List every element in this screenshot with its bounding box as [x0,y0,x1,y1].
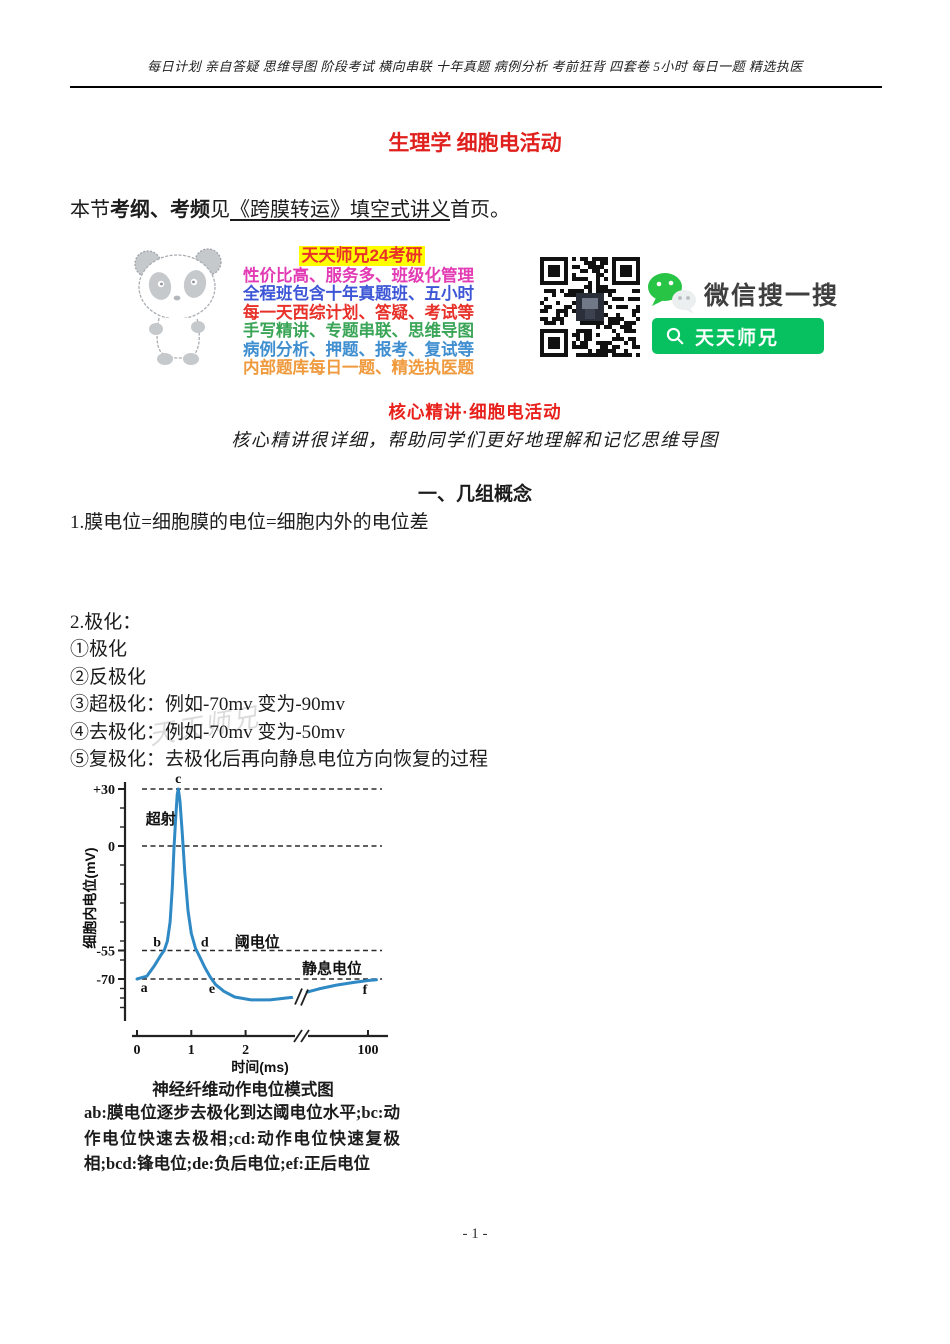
promo-line: 每一天西综计划、答疑、考试等 [243,303,474,322]
promo-block: 天天师兄24考研 性价比高、服务多、班级化管理 全程班包含十年真题班、五小时 每… [243,246,481,377]
svg-text:超射: 超射 [145,810,176,828]
header-slogan: 每日计划 亲自答疑 思维导图 阶段考试 横向串联 十年真题 病例分析 考前狂背 … [147,59,803,74]
wechat-search-button-label: 天天师兄 [695,327,780,349]
svg-text:a: a [141,981,148,996]
promo-badge-row: 天天师兄24考研 [243,246,481,267]
page-number: - 1 - [462,1226,488,1242]
svg-text:e: e [209,982,215,997]
core-section-heading: 核心精讲·细胞电活动 [388,402,562,422]
qr-code [540,257,640,357]
polarization-sub-item: ④去极化：例如-70mv 变为-50mv [70,721,345,743]
wechat-search-label: 微信搜一搜 [704,282,840,310]
svg-text:静息电位: 静息电位 [302,960,362,978]
svg-text:2: 2 [242,1043,249,1058]
svg-text:c: c [175,776,181,787]
intro-reference: 《跨膜转运》填空式讲义 [230,199,450,221]
intro-emphasis: 考纲、考频 [110,199,210,221]
doc-title: 生理学 细胞电活动 [388,131,562,155]
svg-text:-55: -55 [96,945,115,960]
promo-badge: 天天师兄24考研 [298,246,426,266]
promo-line: 全程班包含十年真题班、五小时 [243,285,474,304]
svg-text:细胞内电位(mV): 细胞内电位(mV) [82,847,98,948]
svg-text:阈电位: 阈电位 [235,933,280,951]
svg-text:d: d [201,936,209,951]
header-divider [70,86,882,88]
promo-line: 手写精讲、专题串联、思维导图 [243,322,474,341]
polarization-sub-item: ①极化 [70,639,128,661]
polarization-sub-item: ③超极化：例如-70mv 变为-90mv [70,694,345,716]
intro-pre: 本节 [70,199,110,221]
action-potential-chart: +30 0 -55 -70 0 1 2 100 时间(ms) 细胞内电位(mV) a b c d e f 超射阈… [82,776,388,1075]
promo-line: 内部题库每日一题、精选执医题 [243,359,474,378]
svg-text:时间(ms): 时间(ms) [231,1059,289,1075]
promo-line: 病例分析、押题、报考、复试等 [243,340,474,359]
promo-line: 性价比高、服务多、班级化管理 [243,267,474,285]
intro-post: 首页。 [450,199,510,221]
core-section-note: 核心精讲很详细，帮助同学们更好地理解和记忆思维导图 [231,430,719,450]
svg-text:0: 0 [134,1043,141,1058]
search-icon [666,327,684,344]
polarization-sub-item: ⑤复极化：去极化后再向静息电位方向恢复的过程 [70,749,489,771]
concepts-title: 一、几组概念 [417,484,532,505]
svg-text:b: b [153,936,161,951]
figure-caption-body: ab:膜电位逐步去极化到达阈电位水平;bc:动作电位快速去极相;cd:动作电位快… [84,1103,400,1173]
svg-text:1: 1 [188,1043,195,1058]
wechat-logo-icon [648,273,696,314]
intro-mid: 见 [210,199,230,221]
svg-text:100: 100 [357,1043,378,1058]
concept-item-2: 2.极化： [70,612,142,633]
concept-item-1: 1.膜电位=细胞膜的电位=细胞内外的电位差 [70,512,429,533]
wechat-search-button[interactable]: 天天师兄 [652,318,824,354]
polarization-sub-item: ②反极化 [70,666,147,688]
svg-text:+30: +30 [93,783,115,798]
figure-caption-title: 神经纤维动作电位模式图 [152,1080,334,1099]
panda-mascot-icon [134,248,222,365]
svg-text:0: 0 [108,840,115,855]
intro-line: 本节考纲、考频见《跨膜转运》填空式讲义首页。 [70,193,510,222]
svg-text:f: f [363,983,368,998]
svg-text:-70: -70 [96,973,115,988]
concept-item-2-block: 2.极化： ①极化 ②反极化 ③超极化：例如-70mv 变为-90mv ④去极化… [70,609,488,773]
